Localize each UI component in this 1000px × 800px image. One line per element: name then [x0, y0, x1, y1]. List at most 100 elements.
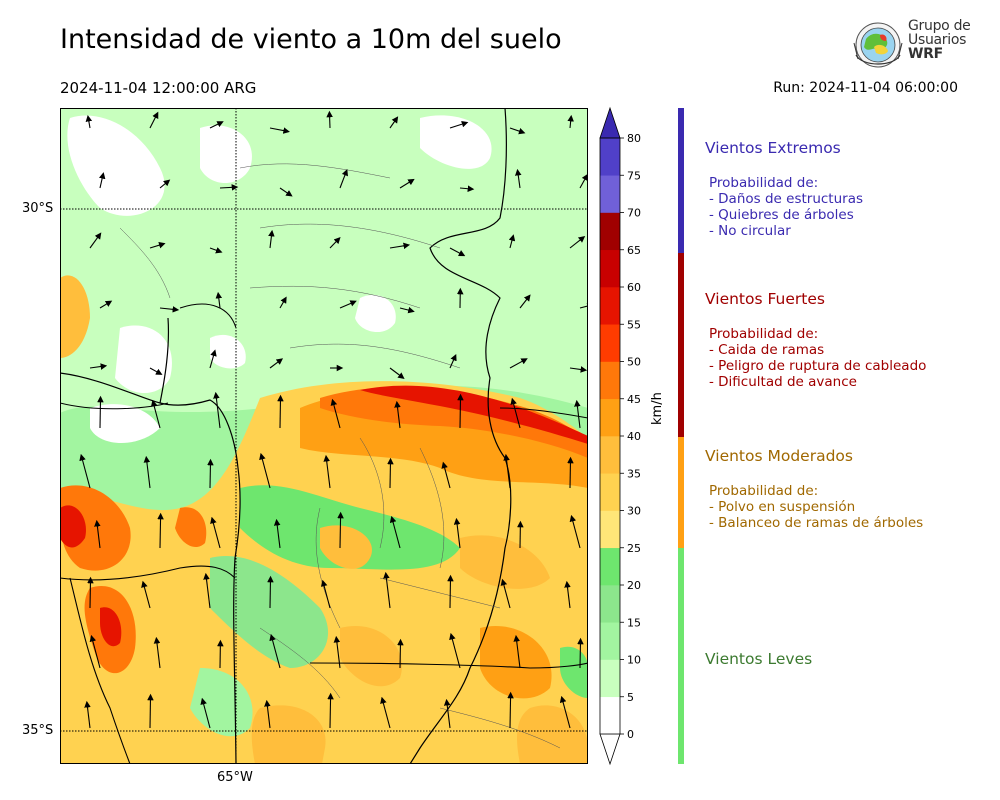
logo-line-2: Usuarios	[908, 32, 967, 48]
wind-arrow	[327, 692, 334, 729]
page-title: Intensidad de viento a 10m del suelo	[60, 24, 562, 55]
lon-label-65w: 65°W	[217, 770, 253, 785]
wind-arrow	[399, 178, 415, 189]
wind-arrow	[574, 399, 581, 429]
category-desc: Probabilidad de: - Daños de estructuras …	[705, 175, 863, 239]
wind-arrow	[200, 697, 211, 729]
colorbar-segment	[600, 361, 620, 400]
wind-arrow	[387, 457, 394, 489]
category-title: Vientos Fuertes	[705, 290, 825, 308]
logo-line-3: WRF	[908, 46, 943, 62]
wind-arrow	[269, 633, 281, 669]
wind-arrow	[87, 576, 94, 609]
colorbar-tick-label: 65	[627, 244, 641, 257]
category-fuertes: Vientos Fuertes Probabilidad de: - Caida…	[705, 290, 926, 390]
wind-arrow	[209, 121, 224, 129]
colorbar-segment	[600, 175, 620, 213]
wind-arrow	[143, 455, 151, 489]
wind-arrow	[513, 634, 521, 669]
wind-arrow	[279, 187, 293, 197]
logo-line-1: Grupo de	[908, 18, 971, 34]
category-bar	[678, 108, 684, 764]
wind-arrow	[447, 574, 454, 609]
wind-arrow	[79, 453, 91, 489]
wind-arrow	[389, 515, 401, 549]
colorbar-segment	[600, 659, 620, 698]
valid-time: 2024-11-04 12:00:00 ARG	[60, 79, 257, 97]
wind-arrow	[267, 575, 274, 609]
wind-arrow	[150, 399, 161, 429]
wind-arrow	[441, 461, 451, 489]
colorbar-segment	[600, 138, 620, 176]
colorbar: 0 5 10 15 20 25 30 35 40 45 50 55 60 65 70 75 80	[599, 106, 641, 766]
wind-arrow	[339, 300, 357, 309]
colorbar-tick-label: 35	[627, 467, 641, 480]
colorbar-tick-label: 45	[627, 393, 641, 406]
wind-arrow	[203, 572, 211, 609]
wind-arrow	[159, 306, 180, 313]
wind-arrow	[577, 637, 584, 669]
colorbar-tick-label: 15	[627, 616, 641, 629]
category-item: - Balanceo de ramas de árboles	[709, 515, 924, 531]
wind-arrow	[449, 120, 469, 129]
category-item: - Peligro de ruptura de cableado	[709, 358, 927, 374]
wind-arrow	[567, 456, 574, 489]
wind-arrow	[157, 512, 164, 549]
wind-arrow	[329, 237, 341, 249]
wind-arrow	[159, 179, 171, 189]
category-item: - No circular	[709, 223, 791, 239]
category-title: Vientos Leves	[705, 650, 813, 668]
wind-arrow	[449, 353, 457, 369]
wind-arrow	[147, 693, 154, 729]
colorbar-tick-label: 55	[627, 318, 641, 331]
wind-arrow	[89, 363, 108, 370]
wind-arrow	[97, 395, 104, 429]
category-desc-title: Probabilidad de:	[709, 483, 819, 499]
wind-arrow	[330, 398, 341, 429]
wind-arrow	[389, 242, 411, 250]
category-item: - Quiebres de árboles	[709, 207, 854, 223]
wind-arrow	[380, 696, 391, 729]
category-desc: Probabilidad de: - Polvo en suspensión -…	[705, 483, 923, 531]
wind-arrow	[569, 236, 586, 249]
wind-arrow	[213, 391, 221, 429]
wind-arrow	[569, 366, 588, 373]
category-item: - Polvo en suspensión	[709, 499, 856, 515]
colorbar-tick-label: 70	[627, 207, 641, 220]
colorbar-tick-label: 0	[627, 728, 634, 741]
wind-arrow	[326, 110, 333, 129]
wind-arrow	[149, 367, 163, 375]
wind-arrow	[89, 232, 102, 249]
wind-arrow	[503, 453, 511, 489]
colorbar-segment	[600, 510, 620, 549]
wind-arrow	[333, 635, 341, 669]
wind-arrow	[207, 458, 214, 489]
wind-arrow	[519, 294, 531, 309]
wind-arrow	[89, 634, 101, 669]
colorbar-segment	[600, 212, 620, 251]
wind-arrow	[559, 695, 571, 729]
wind-arrow	[443, 698, 451, 729]
category-title: Vientos Extremos	[705, 139, 841, 157]
category-desc-title: Probabilidad de:	[709, 175, 819, 191]
wind-arrow	[259, 452, 271, 489]
colorbar-segment	[600, 436, 620, 474]
wrf-logo-icon	[853, 22, 903, 68]
wind-arrow	[337, 511, 344, 549]
lat-label-35s: 35°S	[22, 723, 54, 738]
wind-arrow	[209, 349, 217, 369]
colorbar-tick-label: 80	[627, 132, 641, 145]
wind-arrow	[269, 358, 284, 369]
colorbar-segment	[600, 324, 620, 362]
wind-arrow	[459, 185, 475, 192]
wind-arrow	[389, 367, 405, 379]
wind-arrow	[323, 454, 331, 489]
colorbar-segment	[600, 287, 620, 325]
wind-arrow	[149, 242, 166, 249]
colorbar-tick-label: 25	[627, 542, 641, 555]
wind-arrow	[94, 519, 101, 549]
wind-arrow	[210, 516, 221, 549]
colorbar-tick-label: 60	[627, 281, 641, 294]
wind-arrow	[219, 184, 239, 191]
colorbar-extend-low	[599, 733, 621, 766]
